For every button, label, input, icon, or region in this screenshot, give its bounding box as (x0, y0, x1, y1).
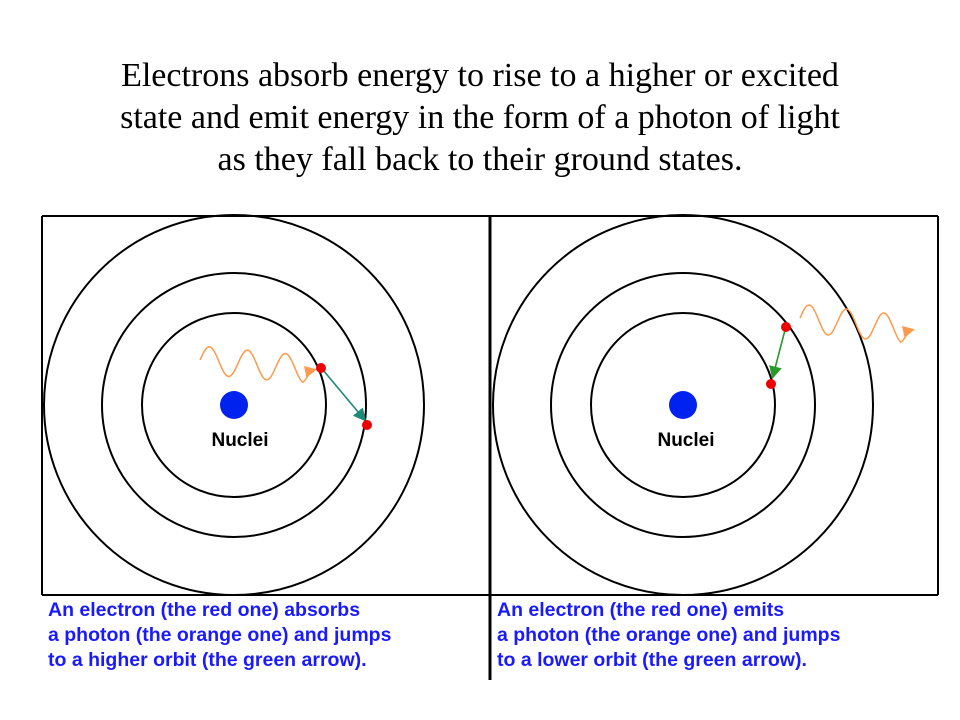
nucleus (669, 391, 697, 419)
nucleus-label: Nuclei (211, 430, 268, 451)
title-line: as they fall back to their ground states… (218, 141, 743, 178)
diagram-frame (41, 215, 939, 680)
caption-line: a photon (the orange one) and jumps (497, 624, 841, 646)
photon (799, 304, 915, 344)
electron (362, 420, 372, 430)
panel-emit: Nuclei An electron (the red one) emits a… (492, 214, 915, 671)
title-line: state and emit energy in the form of a p… (120, 99, 840, 136)
title-line: Electrons absorb energy to rise to a hig… (121, 57, 839, 94)
title: Electrons absorb energy to rise to a hig… (120, 57, 840, 178)
electron (766, 379, 776, 389)
jump-arrow (322, 369, 367, 422)
nucleus-label: Nuclei (657, 430, 714, 451)
caption-line: An electron (the red one) emits (497, 599, 784, 621)
electron (781, 322, 791, 332)
caption-line: to a lower orbit (the green arrow). (497, 649, 807, 671)
caption-line: to a higher orbit (the green arrow). (48, 649, 367, 671)
jump-arrow (769, 329, 786, 380)
caption-line: a photon (the orange one) and jumps (48, 624, 392, 646)
electron (316, 363, 326, 373)
caption-line: An electron (the red one) absorbs (48, 599, 360, 621)
panel-absorb: Nuclei An electron (the red one) absorbs… (43, 214, 425, 671)
photon (199, 346, 317, 384)
nucleus (220, 391, 248, 419)
